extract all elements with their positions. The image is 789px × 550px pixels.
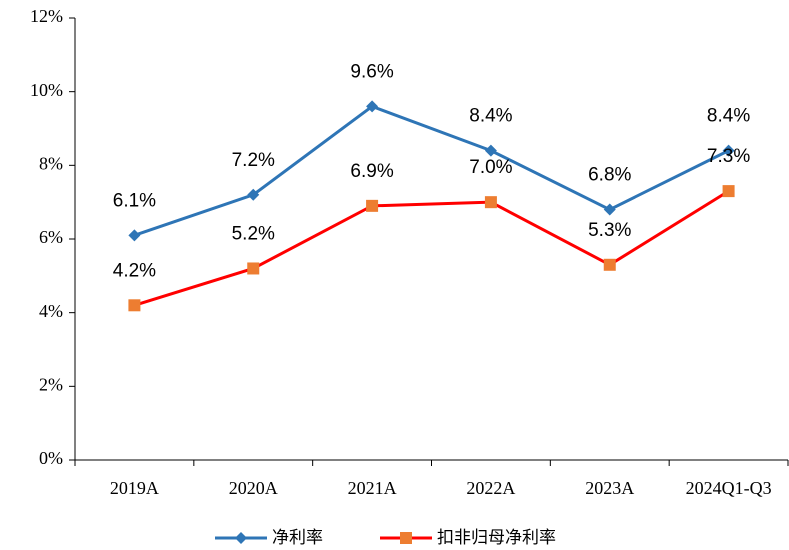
y-tick-label: 0% (39, 448, 63, 468)
series-line (133, 104, 730, 237)
legend-marker (235, 532, 247, 544)
x-tick-label: 2019A (110, 478, 159, 498)
y-tick-label: 10% (30, 80, 63, 100)
y-tick-label: 8% (39, 153, 63, 173)
data-label: 7.3% (707, 146, 750, 167)
data-label: 6.9% (350, 161, 393, 182)
x-tick-label: 2021A (348, 478, 397, 498)
data-label: 7.2% (232, 150, 275, 171)
x-tick-label: 2022A (466, 478, 515, 498)
data-label: 4.2% (113, 260, 156, 281)
data-label: 8.4% (707, 106, 750, 127)
data-label: 6.1% (113, 190, 156, 211)
data-label: 7.0% (469, 157, 512, 178)
point-marker (247, 188, 260, 201)
x-tick-label: 2024Q1-Q3 (686, 478, 772, 498)
point-marker (484, 144, 497, 157)
point-marker (722, 144, 735, 157)
point-marker (603, 203, 616, 216)
data-label: 8.4% (469, 106, 512, 127)
point-marker (366, 100, 379, 113)
point-marker (722, 185, 735, 198)
data-label: 5.3% (588, 220, 631, 241)
x-tick-label: 2020A (229, 478, 278, 498)
series-line (133, 189, 730, 307)
y-tick-label: 4% (39, 301, 63, 321)
legend-label: 净利率 (272, 528, 323, 548)
x-tick-label: 2023A (585, 478, 634, 498)
point-marker (484, 196, 497, 209)
point-marker (128, 229, 141, 242)
y-tick-label: 6% (39, 227, 63, 247)
point-marker (247, 262, 260, 275)
y-tick-label: 2% (39, 374, 63, 394)
legend-label: 扣非归母净利率 (437, 528, 556, 548)
point-marker (603, 258, 616, 271)
y-tick-label: 12% (30, 6, 63, 26)
point-marker (366, 199, 379, 212)
data-label: 9.6% (350, 61, 393, 82)
data-label: 5.2% (232, 223, 275, 244)
point-marker (128, 299, 141, 312)
legend-marker (400, 532, 412, 544)
data-label: 6.8% (588, 165, 631, 186)
